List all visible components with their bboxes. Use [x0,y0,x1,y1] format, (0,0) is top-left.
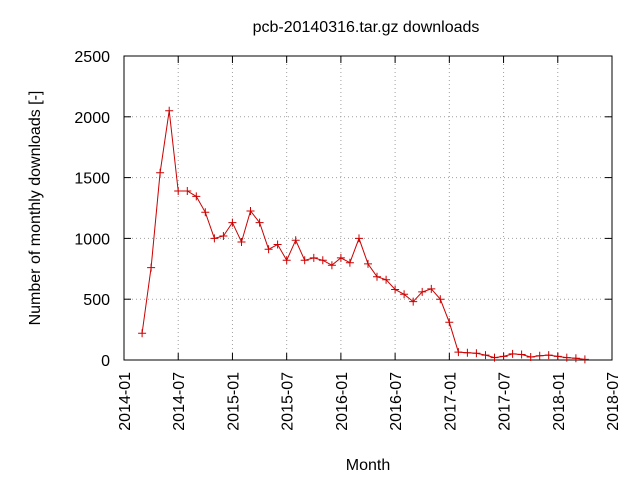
data-point-marker [436,295,445,304]
y-tick-label: 2000 [74,110,110,127]
axes: 0 500 1000 1500 2000 2500 2014-01 2014-07 2015-0… [74,49,622,431]
data-point-marker [544,351,553,360]
data-point-marker [373,272,381,281]
data-point-marker [400,290,409,299]
data-point-marker [535,351,544,360]
data-point-marker [445,318,454,327]
chart-title: pcb-20140316.tar.gz downloads [253,19,480,36]
y-tick-label: 500 [83,292,110,309]
data-point-marker [138,329,147,338]
data-point-marker [210,234,219,243]
plot-frame [123,55,613,361]
y-axis-label: Number of monthly downloads [-] [27,91,44,326]
data-point-marker [345,258,354,267]
data-point-marker [391,285,400,294]
data-point-marker [183,187,192,195]
data-point-marker [409,297,418,306]
x-tick-label: 2016-07 [388,372,405,431]
x-tick-label: 2017-07 [497,372,514,431]
data-point-marker [291,236,300,245]
data-point-marker [300,256,309,265]
data-point-marker [336,253,345,262]
x-tick-label: 2014-07 [171,372,188,431]
x-tick-label: 2017-01 [442,372,459,431]
y-tick-label: 1500 [74,171,110,188]
data-point-marker [147,263,156,272]
data-point-marker [264,245,273,254]
data-point-marker [355,234,363,243]
data-series [138,106,589,364]
data-point-marker [364,259,372,268]
y-tick-label: 1000 [74,231,110,248]
data-point-marker [499,352,508,361]
data-point-marker [454,348,463,357]
data-point-marker [246,207,255,215]
data-point-marker [192,192,201,201]
data-point-marker [418,287,427,296]
data-point-marker [228,218,237,227]
y-tick-label: 0 [101,353,110,370]
x-tick-label: 2016-01 [334,372,351,431]
data-point-marker [273,240,282,249]
data-point-marker [517,350,526,359]
data-point-marker [427,284,436,293]
data-point-marker [553,352,562,361]
data-point-marker [580,355,589,364]
data-point-marker [255,218,264,227]
y-tick-label: 2500 [74,49,110,66]
data-point-marker [318,256,327,265]
data-point-marker [327,261,336,270]
data-point-marker [508,349,517,358]
data-point-marker [571,354,580,363]
data-point-marker [174,187,183,195]
data-point-marker [201,208,210,217]
data-point-marker [382,275,391,284]
data-point-marker [472,349,481,358]
x-tick-label: 2018-07 [605,372,622,431]
data-point-marker [463,348,472,357]
data-point-marker [156,168,165,177]
x-tick-label: 2014-01 [117,372,134,431]
data-point-marker [526,353,535,361]
data-point-marker [219,232,228,240]
series-line [141,110,585,360]
data-point-marker [562,353,571,362]
data-point-marker [237,238,246,246]
grid-lines [124,56,612,360]
x-tick-label: 2015-07 [280,372,297,431]
data-point-marker [309,253,318,262]
x-tick-label: 2018-01 [551,372,568,431]
x-tick-label: 2015-01 [225,372,242,431]
x-axis-label: Month [346,457,390,474]
data-point-marker [282,256,291,265]
data-point-marker [490,353,499,362]
data-point-marker [481,351,490,360]
data-point-marker [165,106,174,115]
